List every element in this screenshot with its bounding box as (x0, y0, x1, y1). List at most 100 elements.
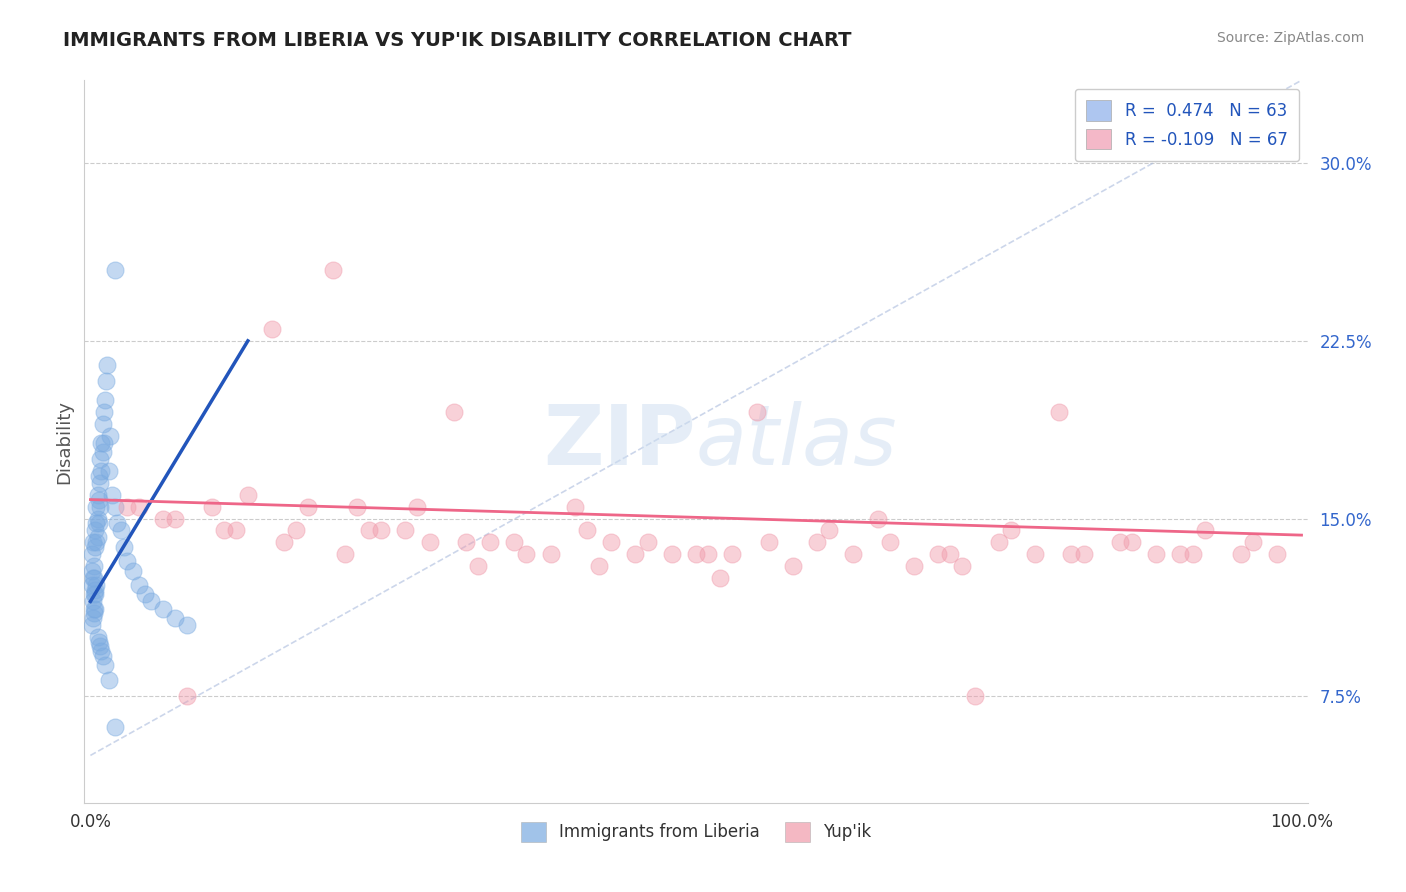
Point (96, 358, 118, 372)
Point (121, 564, 143, 578)
Point (94, 658, 117, 673)
Text: ZIP: ZIP (544, 401, 696, 482)
Point (97, 464, 120, 478)
Text: atlas: atlas (696, 401, 897, 482)
Point (1230, 547, 1253, 561)
Text: Source: ZipAtlas.com: Source: ZipAtlas.com (1216, 31, 1364, 45)
Point (1073, 547, 1095, 561)
Point (84, 601, 107, 615)
Point (84, 582, 107, 597)
Point (80, 618, 103, 632)
Point (86, 500, 108, 514)
Point (782, 558, 804, 573)
Point (285, 524, 308, 538)
Point (806, 535, 828, 549)
Point (139, 594, 162, 608)
Point (98, 428, 121, 442)
Point (115, 500, 138, 514)
Point (322, 262, 344, 277)
Point (94, 393, 117, 408)
Point (89, 500, 111, 514)
Point (1047, 405, 1070, 419)
Point (84, 524, 107, 538)
Point (709, 571, 731, 585)
Point (91, 445, 114, 459)
Point (86, 516, 108, 531)
Point (866, 511, 889, 525)
Point (83, 558, 105, 573)
Point (212, 524, 235, 538)
Point (90, 464, 112, 478)
Point (952, 558, 974, 573)
Point (540, 547, 562, 561)
Point (818, 524, 841, 538)
Point (104, 500, 127, 514)
Point (333, 547, 356, 561)
Point (152, 511, 174, 525)
Legend: Immigrants from Liberia, Yup'ik: Immigrants from Liberia, Yup'ik (515, 815, 877, 848)
Point (661, 547, 683, 561)
Point (89, 640, 111, 654)
Point (91, 417, 114, 431)
Point (93, 435, 115, 450)
Point (1024, 547, 1046, 561)
Point (165, 611, 187, 625)
Point (588, 558, 610, 573)
Point (87, 516, 110, 531)
Point (86, 531, 108, 545)
Point (86, 578, 108, 592)
Point (86, 511, 108, 525)
Text: IMMIGRANTS FROM LIBERIA VS YUP'IK DISABILITY CORRELATION CHART: IMMIGRANTS FROM LIBERIA VS YUP'IK DISABI… (63, 31, 852, 50)
Point (112, 540, 135, 554)
Point (262, 322, 284, 336)
Point (104, 720, 127, 734)
Point (90, 435, 112, 450)
Point (90, 644, 112, 658)
Point (963, 689, 986, 703)
Point (80, 564, 103, 578)
Point (82, 611, 104, 625)
Point (105, 516, 128, 531)
Point (879, 535, 901, 549)
Point (564, 500, 586, 514)
Point (697, 547, 720, 561)
Point (467, 558, 489, 573)
Point (115, 554, 138, 568)
Point (89, 475, 111, 490)
Point (93, 405, 115, 419)
Point (357, 524, 380, 538)
Point (82, 535, 104, 549)
Point (637, 535, 659, 549)
Point (91, 648, 114, 663)
Point (479, 535, 502, 549)
Point (104, 262, 127, 277)
Point (176, 689, 198, 703)
Point (443, 405, 465, 419)
Point (1108, 535, 1130, 549)
Point (503, 535, 526, 549)
Point (515, 547, 537, 561)
Point (1170, 547, 1192, 561)
Point (903, 558, 925, 573)
Point (134, 587, 156, 601)
Point (86, 488, 108, 502)
Point (87, 492, 110, 507)
Point (418, 535, 440, 549)
Point (82, 594, 104, 608)
Point (1144, 547, 1167, 561)
Point (236, 488, 259, 502)
Point (83, 571, 105, 585)
Point (128, 500, 150, 514)
Point (200, 500, 222, 514)
Y-axis label: Disability: Disability (55, 400, 73, 483)
Point (87, 469, 110, 483)
Point (406, 500, 429, 514)
Point (842, 547, 865, 561)
Point (83, 607, 105, 621)
Point (89, 452, 111, 467)
Point (84, 587, 107, 601)
Point (152, 601, 174, 615)
Point (1241, 535, 1264, 549)
Point (165, 511, 187, 525)
Point (297, 500, 319, 514)
